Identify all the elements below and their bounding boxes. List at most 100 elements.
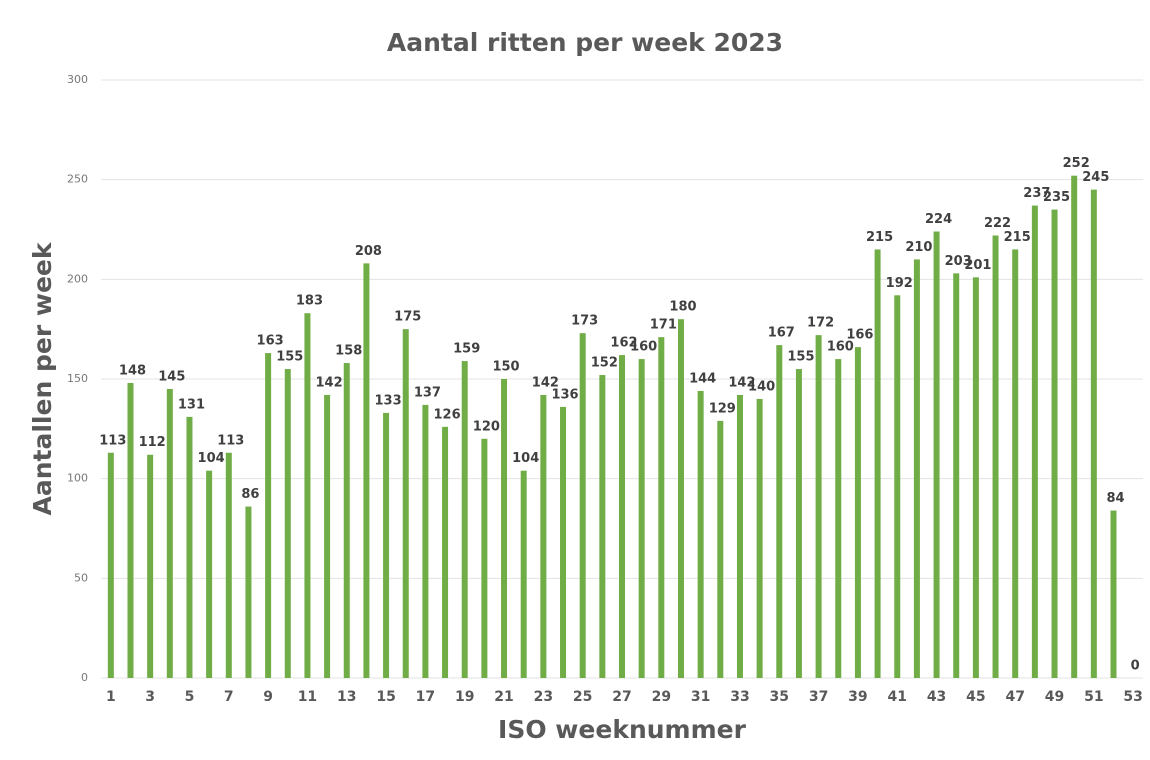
bar [1012, 249, 1019, 678]
data-label: 175 [394, 310, 421, 325]
bar [717, 420, 724, 678]
bar [913, 259, 920, 678]
bar [933, 231, 940, 678]
bar [776, 345, 783, 678]
data-label: 210 [905, 240, 932, 255]
data-label: 160 [630, 340, 657, 355]
x-tick-label: 19 [455, 689, 474, 705]
bar [1051, 209, 1058, 679]
bar [520, 470, 527, 678]
data-label: 113 [217, 433, 244, 448]
bar [107, 452, 114, 678]
data-label: 158 [335, 344, 362, 359]
data-label: 172 [807, 316, 834, 331]
x-tick-label: 33 [730, 689, 749, 705]
bar [245, 506, 252, 678]
x-tick-label: 23 [534, 689, 553, 705]
data-label: 155 [787, 350, 814, 365]
x-tick-label: 7 [224, 689, 234, 705]
data-label: 163 [257, 334, 284, 349]
data-label: 112 [139, 435, 166, 450]
x-tick-label: 15 [376, 689, 395, 705]
x-tick-label: 5 [185, 689, 195, 705]
data-label: 150 [492, 360, 519, 375]
x-tick-label: 3 [145, 689, 155, 705]
data-label: 142 [532, 375, 559, 390]
x-tick-label: 25 [573, 689, 592, 705]
bar [638, 359, 645, 678]
bar [677, 319, 684, 678]
bar [1031, 205, 1038, 678]
data-label: 160 [827, 340, 854, 355]
x-tick-label: 9 [263, 689, 273, 705]
x-tick-label: 13 [337, 689, 356, 705]
x-tick-label: 53 [1123, 689, 1142, 705]
x-tick-label: 49 [1045, 689, 1064, 705]
data-label: 201 [964, 258, 991, 273]
data-label: 104 [198, 451, 225, 466]
bar [324, 394, 331, 678]
x-tick-label: 35 [770, 689, 789, 705]
x-tick-label: 21 [494, 689, 513, 705]
data-label: 104 [512, 451, 539, 466]
data-label: 245 [1082, 170, 1109, 185]
data-label: 171 [650, 318, 677, 333]
bar [147, 454, 154, 678]
y-tick-label: 100 [67, 472, 88, 485]
data-label: 129 [709, 401, 736, 416]
data-label: 203 [945, 254, 972, 269]
bar [402, 329, 409, 678]
bar [225, 452, 232, 678]
data-label: 142 [728, 375, 755, 390]
y-tick-label: 150 [67, 372, 88, 385]
bar [186, 416, 193, 678]
data-label: 180 [669, 300, 696, 315]
x-tick-label: 17 [416, 689, 435, 705]
data-label: 142 [316, 375, 343, 390]
bar [1071, 175, 1078, 678]
x-axis-label: ISO weeknummer [498, 715, 747, 744]
data-label: 237 [1023, 186, 1050, 201]
data-label: 215 [866, 230, 893, 245]
bar [736, 394, 743, 678]
x-tick-label: 47 [1005, 689, 1024, 705]
data-label: 162 [610, 336, 637, 351]
bar [560, 406, 567, 678]
data-label: 183 [296, 294, 323, 309]
data-label: 136 [551, 387, 578, 402]
bar [795, 369, 802, 678]
bar [756, 398, 763, 678]
data-label: 148 [119, 363, 146, 378]
bar [383, 412, 390, 678]
data-label: 86 [241, 487, 259, 502]
data-label: 159 [453, 342, 480, 357]
chart-title: Aantal ritten per week 2023 [387, 28, 783, 57]
bar [972, 277, 979, 678]
bar [481, 438, 488, 678]
bar [206, 470, 213, 678]
bar [501, 379, 508, 678]
data-label: 0 [1131, 659, 1140, 674]
x-tick-label: 37 [809, 689, 828, 705]
bar [579, 333, 586, 678]
x-tick-label: 41 [888, 689, 907, 705]
data-label: 155 [276, 350, 303, 365]
data-label: 113 [99, 433, 126, 448]
bar [619, 355, 625, 678]
x-tick-label: 45 [966, 689, 985, 705]
bar [166, 388, 173, 678]
bar [304, 313, 311, 678]
data-label: 222 [984, 216, 1011, 231]
y-tick-label: 250 [67, 173, 88, 186]
bar [874, 249, 881, 678]
x-tick-label: 29 [652, 689, 671, 705]
y-tick-label: 50 [74, 571, 88, 584]
data-label: 126 [433, 407, 460, 422]
bar [697, 390, 704, 678]
bar [442, 426, 449, 678]
data-label: 208 [355, 244, 382, 259]
data-label: 137 [414, 385, 441, 400]
data-label: 152 [591, 356, 618, 371]
data-label: 252 [1063, 156, 1090, 171]
